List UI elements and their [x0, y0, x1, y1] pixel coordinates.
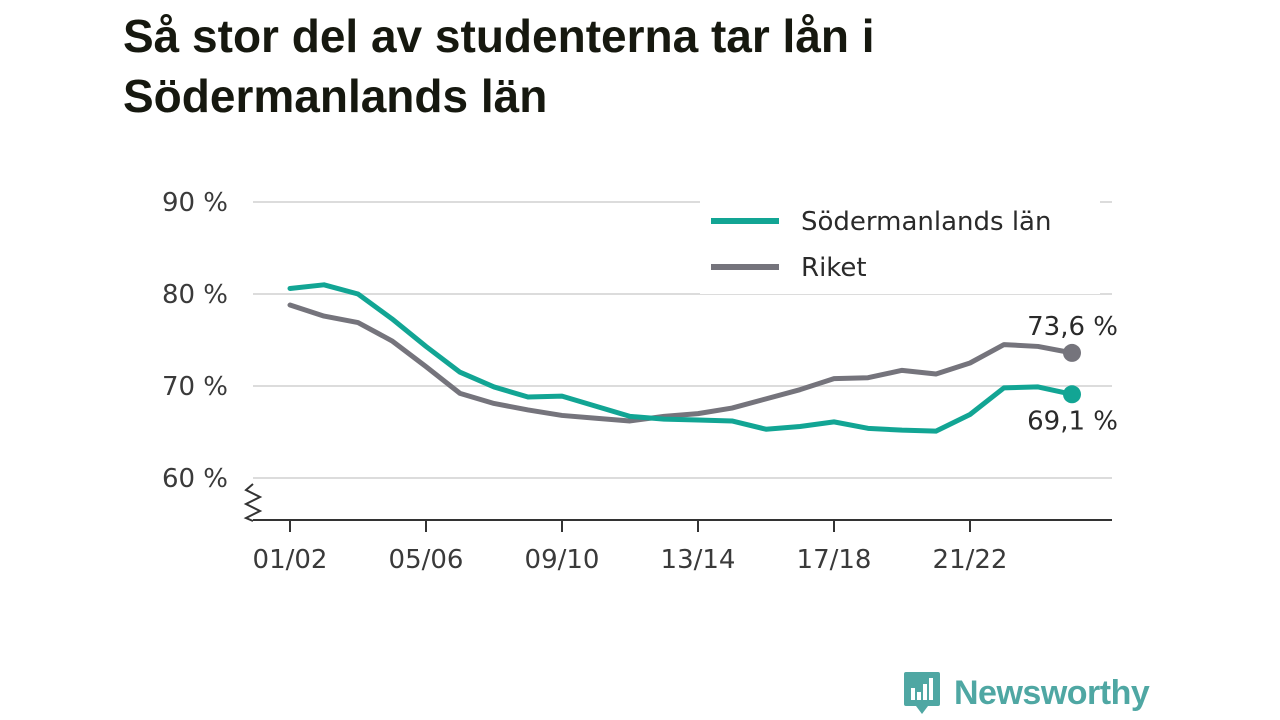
series: 69,1 % 73,6 %: [287, 282, 1118, 436]
y-tick-label: 80 %: [162, 280, 228, 310]
brand-logo: Newsworthy: [902, 670, 1150, 716]
y-axis-break: [243, 483, 263, 522]
x-tick-label: 17/18: [797, 545, 872, 575]
legend: Södermanlands län Riket: [700, 192, 1100, 294]
axes: 60 % 70 % 80 % 90 % 01/02 05/06 09/10 13/14 17/1…: [162, 188, 1112, 575]
y-tick-label: 90 %: [162, 188, 228, 218]
y-tick-label: 70 %: [162, 372, 228, 402]
series-line: [287, 302, 1075, 424]
y-tick-label: 60 %: [162, 464, 228, 494]
x-tick-label: 13/14: [661, 545, 736, 575]
series-line: [287, 282, 1075, 434]
x-tick-label: 05/06: [389, 545, 464, 575]
series-end-point: [1063, 343, 1081, 362]
chart-title: Så stor del av studenterna tar lån i Söd…: [123, 10, 875, 122]
x-tick-label: 09/10: [525, 545, 600, 575]
legend-label: Södermanlands län: [801, 207, 1051, 237]
series-end-label: 69,1 %: [1027, 406, 1118, 436]
x-tick-label: 21/22: [933, 545, 1008, 575]
series-end-point: [1063, 385, 1081, 404]
x-tick-label: 01/02: [253, 545, 328, 575]
brand-name: Newsworthy: [954, 673, 1150, 712]
newsworthy-logo-icon: [904, 672, 940, 714]
legend-label: Riket: [801, 253, 867, 283]
series-end-label: 73,6 %: [1027, 312, 1118, 342]
legend-background: [700, 192, 1100, 294]
